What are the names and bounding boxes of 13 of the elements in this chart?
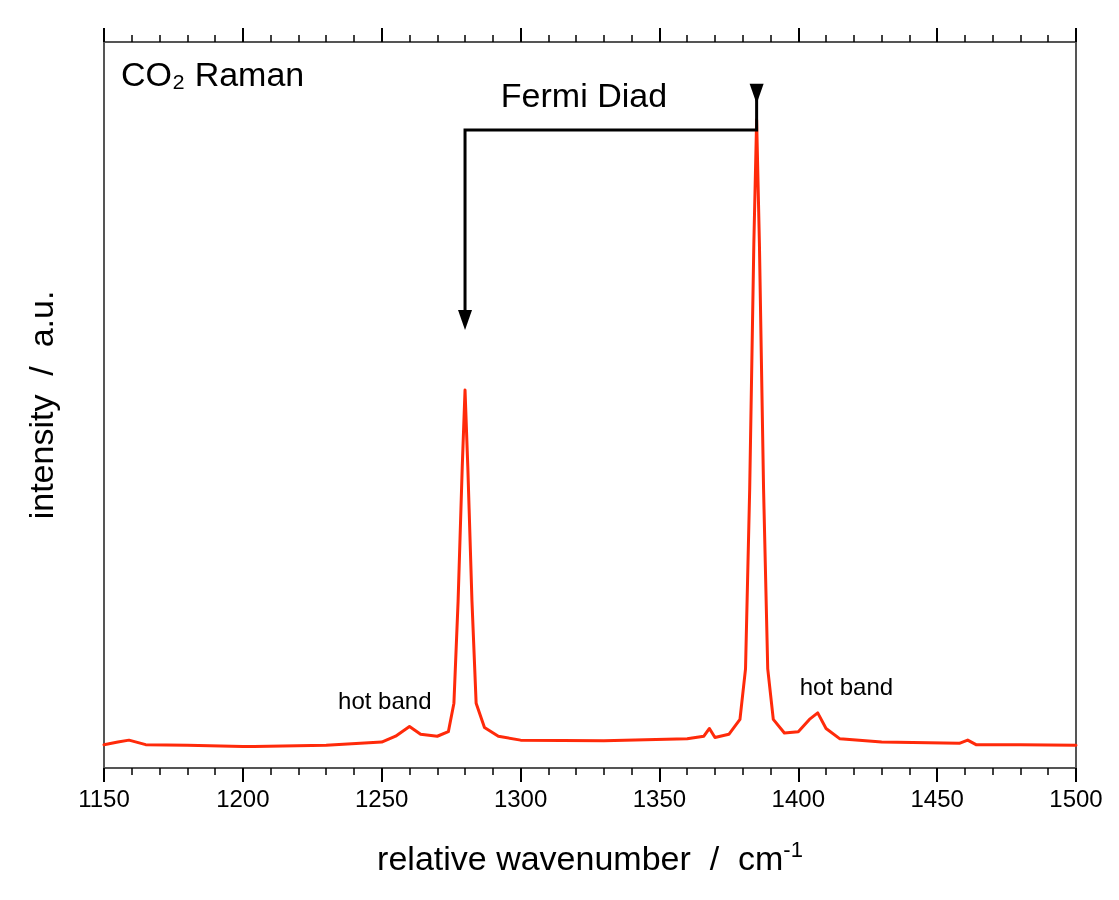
x-tick-label: 1400 <box>771 784 825 812</box>
y-axis-title: intensity / a.u. <box>22 290 60 520</box>
x-tick-label: 1450 <box>910 784 964 812</box>
text: Fermi Diad <box>500 76 668 114</box>
annotation: hot band <box>799 673 894 701</box>
chart-title: CO₂ Raman <box>121 55 305 93</box>
x-tick-label: 1500 <box>1049 784 1103 812</box>
x-tick-label: 1150 <box>78 784 130 812</box>
x-tick-label: 1300 <box>493 784 548 812</box>
x-tick-label: 1250 <box>355 784 409 812</box>
x-tick-label: 1200 <box>216 784 270 812</box>
annotation: hot band <box>338 687 432 715</box>
x-tick-label: 1350 <box>632 784 687 812</box>
